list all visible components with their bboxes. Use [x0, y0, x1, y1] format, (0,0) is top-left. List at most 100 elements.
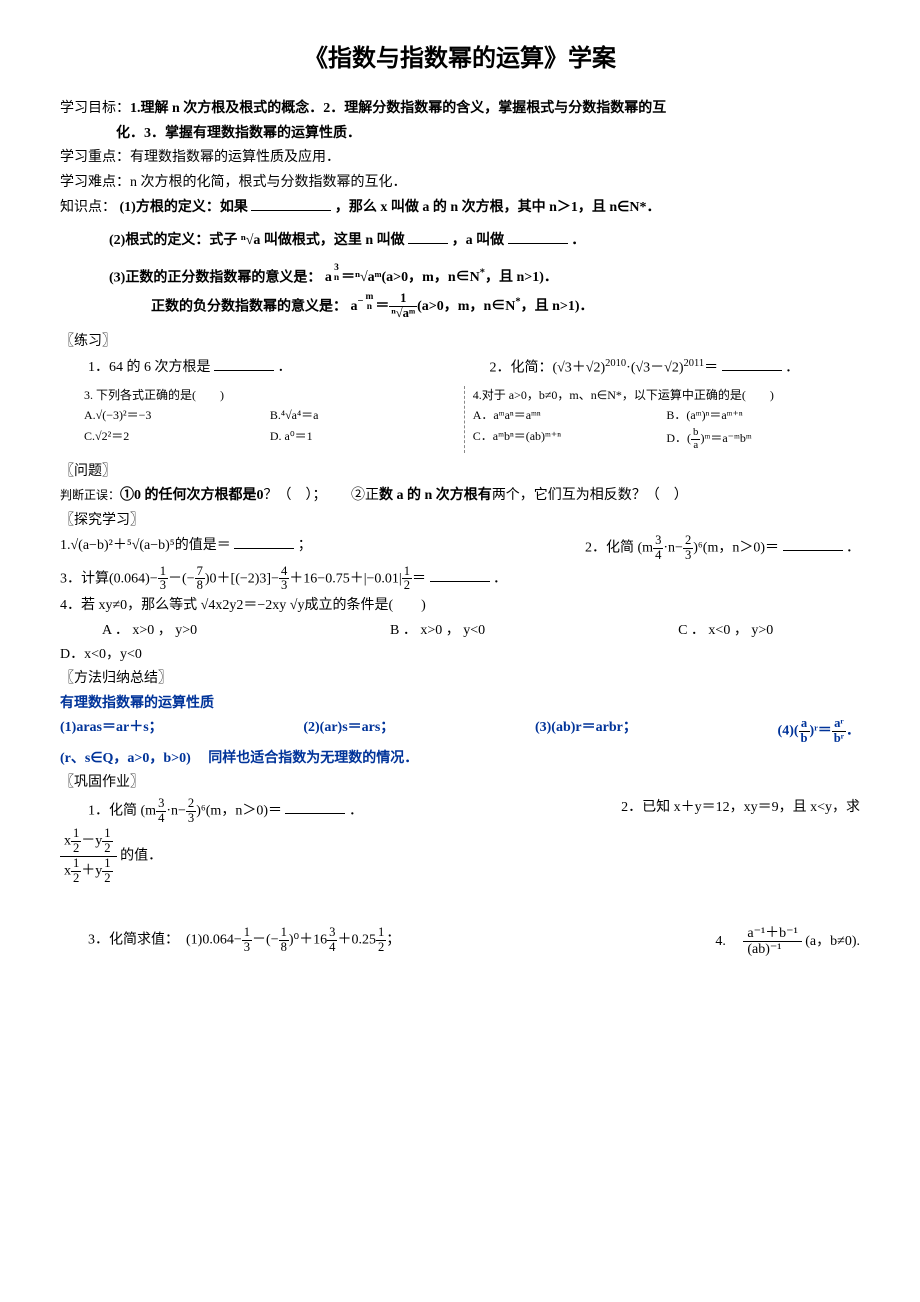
hf12n: 1: [376, 926, 386, 941]
blank-k2-2: [508, 229, 568, 244]
homework-q4b: (a，b≠0).: [805, 934, 860, 949]
hf34d: 4: [156, 812, 166, 826]
f78d: 8: [195, 579, 205, 593]
hw-q2-bigfrac: x12－y12 x12＋y12: [60, 827, 117, 885]
fabd: b: [799, 732, 810, 746]
practice-q2d: 2011: [684, 358, 705, 369]
homework-q3c: )⁰＋16: [289, 932, 327, 947]
hf13n: 1: [242, 926, 252, 941]
knowledge-k1b: ，那么 x 叫做 a 的 n 次方根，其中 n＞1，且 n∈N*．: [335, 200, 661, 215]
homework-q1d: ．: [349, 803, 363, 818]
practice-q2a: 2．化简：(√3＋√2): [489, 360, 605, 375]
objectives-text2: 化．3．掌握有理数指数幂的运算性质．: [116, 123, 860, 145]
homework-q2-note: 的值．: [120, 849, 162, 864]
summary-prop3: (3)(ab)r＝arbr；: [535, 717, 637, 739]
blank-k1: [251, 196, 331, 211]
homework-q1c: )⁶(m，n＞0)＝: [196, 803, 282, 818]
summary-line1: 有理数指数幂的运算性质: [60, 693, 860, 715]
hw-q4-bigfrac: a⁻¹＋b⁻¹ (ab)⁻¹: [743, 926, 801, 958]
hf23n: 2: [186, 797, 196, 812]
f43n: 4: [279, 565, 289, 580]
knowledge-2: (2)根式的定义：式子 ⁿ√a 叫做根式，这里 n 叫做 ，a 叫做 ．: [109, 229, 860, 252]
difficulty-label: 学习难点：: [60, 175, 130, 190]
practice-q4-d: D．(ba)ᵐ＝a⁻ᵐbᵐ: [666, 427, 860, 452]
inquiry-q4: 4．若 xy≠0，那么等式 √4x2y2＝−2xy √y成立的条件是( ): [60, 595, 860, 617]
homework-q4: 4. a⁻¹＋b⁻¹ (ab)⁻¹ (a，b≠0).: [715, 926, 860, 958]
practice-header: 〖练习〗: [60, 331, 860, 353]
inquiry-q4-opts: A ． x>0 ， y>0 B ． x>0 ， y<0 C ． x<0 ， y>…: [102, 620, 860, 642]
practice-q2: 2．化简：(√3＋√2)2010·(√3－√2)2011＝ ．: [489, 356, 860, 380]
frac-34-d: 4: [653, 549, 663, 563]
homework-q4a: 4.: [715, 934, 740, 949]
inquiry-q3b: －(−: [168, 571, 195, 586]
practice-q4-a: A．aᵐaⁿ＝aᵐⁿ: [473, 406, 667, 425]
practice-q2f: ．: [785, 360, 799, 375]
practice-q1: 1．64 的 6 次方根是 ．: [88, 356, 459, 379]
problem-text2a: ②正: [351, 488, 379, 503]
prop4c: ．: [846, 724, 860, 739]
hf34n2: 3: [327, 926, 337, 941]
f13d: 3: [158, 579, 168, 593]
problem-text2c: 两个，它们互为相反数: [492, 488, 632, 503]
formula-negfrac: a−mn＝1ⁿ√aᵐ(a>0，m，n∈N*，且 n>1)．: [351, 299, 594, 314]
practice-q1-end: ．: [278, 360, 292, 375]
xhd2: 2: [71, 872, 81, 886]
homework-q1a: 1．化简 (m: [88, 803, 156, 818]
inquiry-q4a: A ． x>0 ， y>0: [102, 620, 284, 642]
homework-q3e: ；: [386, 932, 400, 947]
practice-q3-stem: 3. 下列各式正确的是( ): [84, 386, 456, 405]
xhn: 1: [71, 827, 81, 842]
problem-text1pre: 判断正误：: [60, 488, 120, 502]
inquiry-row1: 1.√(a−b)²＋⁵√(a−b)⁵的值是＝ ； 2．化简 (m34·n−23)…: [60, 534, 860, 563]
knowledge-k3a: (3)正数的正分数指数幂的意义是：: [109, 270, 321, 285]
practice-q4-opts: A．aᵐaⁿ＝aᵐⁿ B．(aᵐ)ⁿ＝aᵐ⁺ⁿ C．aᵐbⁿ＝(ab)ᵐ⁺ⁿ D…: [473, 405, 860, 453]
formula-posfrac: a3n＝ⁿ√aᵐ(a>0，m，n∈N*，且 n>1)．: [325, 270, 558, 285]
inquiry-q3d: ＋16−0.75＋|−0.01|: [289, 571, 401, 586]
inquiry-header: 〖探究学习〗: [60, 510, 860, 532]
objectives: 学习目标：1.理解 n 次方根及根式的概念．2．理解分数指数幂的含义，掌握根式与…: [60, 98, 860, 120]
f43d: 3: [279, 579, 289, 593]
knowledge-k2e: ．: [571, 233, 585, 248]
f12n: 1: [402, 565, 412, 580]
farbrn: aʳ: [832, 717, 846, 732]
problem-text1: ①0 的任何次方根都是0: [120, 488, 264, 503]
homework-row2: 3．化简求值： (1)0.064−13－(−18)⁰＋1634＋0.2512； …: [88, 926, 860, 958]
practice-row1: 1．64 的 6 次方根是 ． 2．化简：(√3＋√2)2010·(√3－√2)…: [88, 356, 860, 380]
blank-i2: [783, 536, 843, 551]
problem-paren2: ？（ ）: [632, 488, 688, 503]
objectives-text1: 1.理解 n 次方根及根式的概念．2．理解分数指数幂的含义，掌握根式与分数指数幂…: [130, 101, 666, 116]
practice-q3-c: C.√2²＝2: [84, 427, 270, 446]
inquiry-q3: 3．计算(0.064)−13－(−78)0＋[(−2)3]−43＋16−0.75…: [60, 565, 860, 594]
summary-prop1: (1)aras＝ar＋s；: [60, 717, 163, 739]
keypoint-text: 有理数指数幂的运算性质及应用．: [130, 150, 340, 165]
practice-q2c: ·(√3－√2): [626, 360, 683, 375]
practice-q3-a: A.√(−3)²＝−3: [84, 406, 270, 425]
blank-i3: [430, 567, 490, 582]
hf12d: 2: [376, 941, 386, 955]
blank-p1: [214, 356, 274, 371]
knowledge-label: 知识点：: [60, 200, 116, 215]
summary-props: (1)aras＝ar＋s； (2)(ar)s＝ars； (3)(ab)r＝arb…: [60, 717, 860, 746]
knowledge-k2a: (2)根式的定义：式子: [109, 233, 237, 248]
q4d-pre: D．(: [666, 431, 691, 445]
prop4a: (4)(: [778, 724, 799, 739]
hf18d: 8: [279, 941, 289, 955]
f13n: 1: [158, 565, 168, 580]
hf34d2: 4: [327, 941, 337, 955]
hf23d: 3: [186, 812, 196, 826]
fabn: a: [799, 717, 810, 732]
q3b-post: ＝a: [301, 408, 318, 422]
homework-q2-frac: x12－y12 x12＋y12 的值．: [60, 827, 860, 885]
practice-q2b: 2010: [605, 358, 626, 369]
knowledge-1: 知识点： (1)方根的定义：如果 ，那么 x 叫做 a 的 n 次方根，其中 n…: [60, 196, 860, 219]
inquiry-q3f: ．: [493, 571, 507, 586]
inquiry-q1a: 1.√(a−b)²＋⁵√(a−b)⁵的值是＝: [60, 538, 231, 553]
q3b-rad: ⁴√a⁴: [281, 408, 301, 422]
knowledge-3a: (3)正数的正分数指数幂的意义是： a3n＝ⁿ√aᵐ(a>0，m，n∈N*，且 …: [109, 263, 860, 290]
homework-q2: 2．已知 x＋y＝12，xy＝9，且 x<y，求: [621, 797, 860, 819]
knowledge-k2d: ，a 叫做: [452, 233, 505, 248]
prop4b: )ʳ＝: [810, 724, 832, 739]
blank-k2-1: [408, 229, 448, 244]
summary-line3: (r、s∈Q，a>0，b>0) 同样也适合指数为无理数的情况．: [60, 748, 860, 770]
problem-text2b: 数 a 的 n 次方根有: [379, 488, 492, 503]
